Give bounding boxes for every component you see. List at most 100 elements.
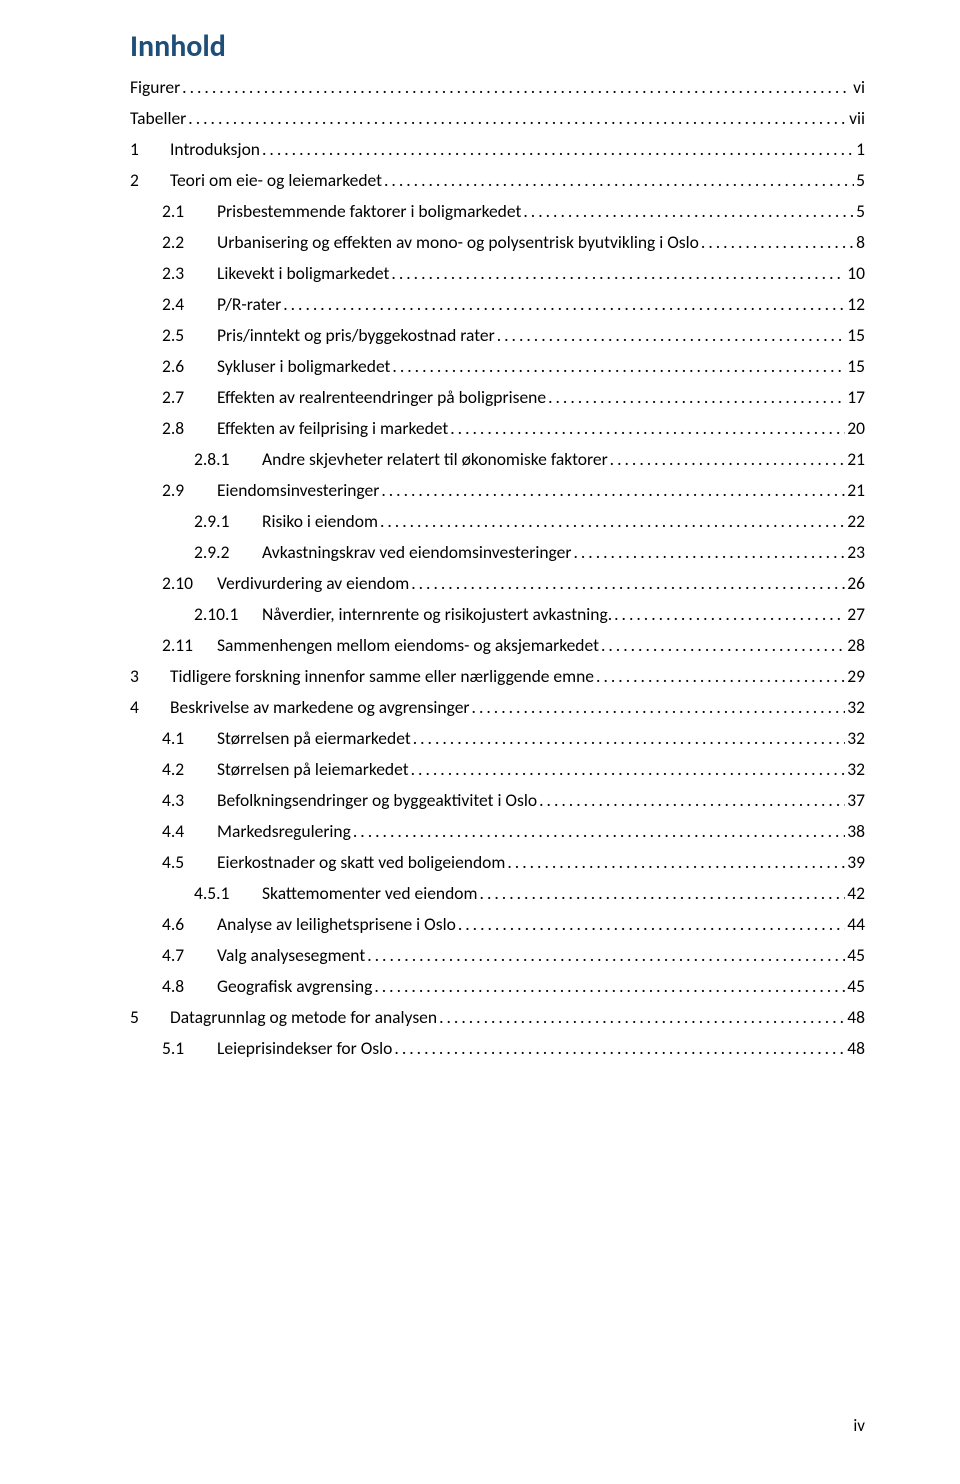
toc-entry-number: 4.6 <box>162 916 217 934</box>
toc-leader-dots <box>480 885 846 903</box>
toc-entry-number: 2 <box>130 172 170 190</box>
toc-leader-dots <box>610 451 846 469</box>
toc-leader-dots <box>392 358 845 376</box>
toc-entry-page: 10 <box>847 265 865 283</box>
toc-entry-page: 8 <box>856 234 865 252</box>
toc-entry-label: Tidligere forskning innenfor samme eller… <box>170 668 594 686</box>
toc-leader-dots <box>596 668 845 686</box>
toc-entry-page: 12 <box>847 296 865 314</box>
toc-entry: 2.10.1Nåverdier, internrente og risikoju… <box>130 606 865 624</box>
toc-entry-label: Geografisk avgrensing <box>217 978 372 996</box>
toc-leader-dots <box>507 854 845 872</box>
toc-entry-label: Effekten av realrenteendringer på boligp… <box>217 389 546 407</box>
toc-entry: 2.3Likevekt i boligmarkedet 10 <box>130 265 865 283</box>
toc-entry-number: 2.1 <box>162 203 217 221</box>
toc-leader-dots <box>380 513 845 531</box>
toc-entry-number: 3 <box>130 668 170 686</box>
toc-entry-number: 2.8.1 <box>194 451 262 469</box>
toc-entry-number: 2.9.1 <box>194 513 262 531</box>
toc-entry: 2.4P/R-rater 12 <box>130 296 865 314</box>
toc-entry-label: Leieprisindekser for Oslo <box>217 1040 392 1058</box>
toc-entry-page: 15 <box>847 327 865 345</box>
toc-entry-page: vii <box>849 110 865 128</box>
toc-entry-number: 2.9 <box>162 482 217 500</box>
toc-entry-number: 2.9.2 <box>194 544 262 562</box>
page-title: Innhold <box>130 28 865 65</box>
toc-leader-dots <box>573 544 845 562</box>
toc-entry-page: 32 <box>847 699 865 717</box>
toc-entry-page: 5 <box>856 203 865 221</box>
toc-entry-page: 21 <box>847 482 865 500</box>
toc-leader-dots <box>411 575 845 593</box>
toc-entry-number: 4.5.1 <box>194 885 262 903</box>
toc-entry-number: 2.6 <box>162 358 217 376</box>
toc-entry-label: Valg analysesegment <box>217 947 365 965</box>
toc-entry-page: 48 <box>847 1040 865 1058</box>
toc-entry-label: Likevekt i boligmarkedet <box>217 265 389 283</box>
toc-entry-page: 37 <box>847 792 865 810</box>
toc-leader-dots <box>374 978 845 996</box>
toc-entry-page: 45 <box>847 978 865 996</box>
toc-entry-page: 48 <box>847 1009 865 1027</box>
toc-entry-label: Risiko i eiendom <box>262 513 378 531</box>
toc-entry: 4.8Geografisk avgrensing 45 <box>130 978 865 996</box>
toc-entry-label: Eiendomsinvesteringer <box>217 482 379 500</box>
toc-entry: 2.10Verdivurdering av eiendom 26 <box>130 575 865 593</box>
toc-leader-dots <box>539 792 845 810</box>
toc-entry-page: 1 <box>856 141 865 159</box>
toc-leader-dots <box>413 730 846 748</box>
toc-entry-label: Avkastningskrav ved eiendomsinvesteringe… <box>262 544 571 562</box>
toc-leader-dots <box>283 296 845 314</box>
toc-entry: 4.2Størrelsen på leiemarkedet 32 <box>130 761 865 779</box>
toc-entry-label: Effekten av feilprising i markedet <box>217 420 448 438</box>
toc-entry-page: 45 <box>847 947 865 965</box>
toc-entry-number: 4.3 <box>162 792 217 810</box>
toc-entry-label: Størrelsen på leiemarkedet <box>217 761 409 779</box>
toc-entry: 2.8Effekten av feilprising i markedet 20 <box>130 420 865 438</box>
toc-leader-dots <box>523 203 854 221</box>
toc-entry: 2.9.2Avkastningskrav ved eiendomsinveste… <box>130 544 865 562</box>
toc-entry-page: 28 <box>847 637 865 655</box>
toc-entry-number: 2.10 <box>162 575 217 593</box>
toc-entry: 1Introduksjon 1 <box>130 141 865 159</box>
toc-entry-number: 4.4 <box>162 823 217 841</box>
toc-entry-label: Befolkningsendringer og byggeaktivitet i… <box>217 792 537 810</box>
toc-entry-label: Tabeller <box>130 110 186 128</box>
toc-entry: 4Beskrivelse av markedene og avgrensinge… <box>130 699 865 717</box>
toc-entry: 2.2Urbanisering og effekten av mono- og … <box>130 234 865 252</box>
toc-entry-label: Sammenhengen mellom eiendoms- og aksjema… <box>217 637 599 655</box>
toc-entry-number: 2.5 <box>162 327 217 345</box>
toc-leader-dots <box>472 699 846 717</box>
toc-leader-dots <box>701 234 854 252</box>
toc-entry-page: 39 <box>847 854 865 872</box>
toc-entry-number: 1 <box>130 141 170 159</box>
toc-entry-label: Urbanisering og effekten av mono- og pol… <box>217 234 699 252</box>
toc-entry-label: Andre skjevheter relatert til økonomiske… <box>262 451 608 469</box>
toc-entry-label: Skattemomenter ved eiendom <box>262 885 478 903</box>
toc-entry: 4.1Størrelsen på eiermarkedet 32 <box>130 730 865 748</box>
toc-entry-page: 38 <box>847 823 865 841</box>
toc-leader-dots <box>262 141 854 159</box>
toc-entry-number: 2.10.1 <box>194 606 262 624</box>
toc-entry-label: Beskrivelse av markedene og avgrensinger <box>170 699 470 717</box>
toc-entry: 2.8.1Andre skjevheter relatert til økono… <box>130 451 865 469</box>
toc-leader-dots <box>450 420 845 438</box>
toc-entry-page: 44 <box>847 916 865 934</box>
toc-entry-page: 32 <box>847 730 865 748</box>
toc-entry: 2.9Eiendomsinvesteringer 21 <box>130 482 865 500</box>
toc-entry: 5Datagrunnlag og metode for analysen 48 <box>130 1009 865 1027</box>
toc-entry-label: Analyse av leilighetsprisene i Oslo <box>217 916 456 934</box>
toc-entry-label: P/R-rater <box>217 296 281 314</box>
toc-entry-label: Verdivurdering av eiendom <box>217 575 409 593</box>
toc-entry: 4.4Markedsregulering 38 <box>130 823 865 841</box>
toc-leader-dots <box>182 79 851 97</box>
toc-leader-dots <box>384 172 854 190</box>
toc-leader-dots <box>353 823 845 841</box>
toc-leader-dots <box>391 265 845 283</box>
toc-entry-page: 27 <box>847 606 865 624</box>
toc-entry: 4.6Analyse av leilighetsprisene i Oslo 4… <box>130 916 865 934</box>
toc-entry: 2.5Pris/inntekt og pris/byggekostnad rat… <box>130 327 865 345</box>
toc-entry-number: 5.1 <box>162 1040 217 1058</box>
toc-entry-label: Teori om eie- og leiemarkedet <box>170 172 382 190</box>
toc-entry-label: Markedsregulering <box>217 823 351 841</box>
